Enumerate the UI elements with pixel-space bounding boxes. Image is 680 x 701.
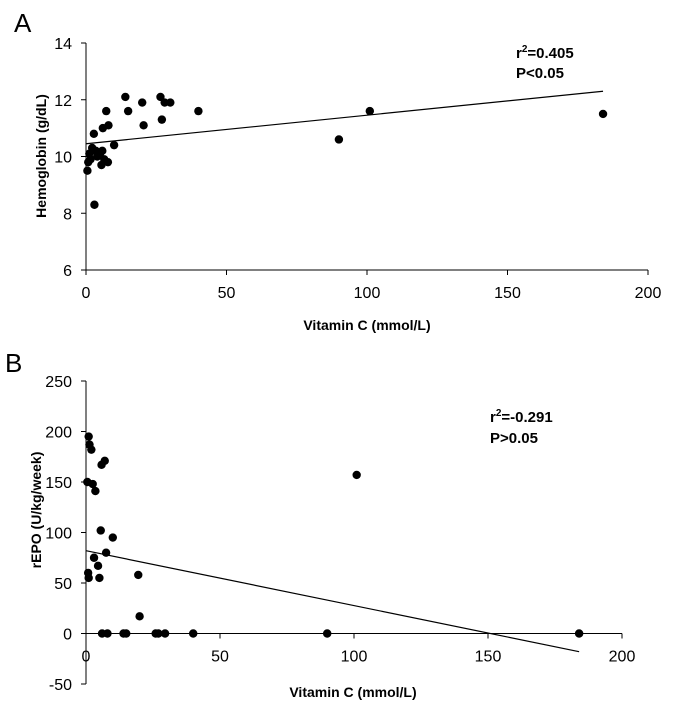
panel-b-y-tick-label: 50: [54, 576, 72, 593]
panel-a-data-point: [123, 106, 133, 116]
panel-b-r-exp: 2: [496, 408, 502, 419]
panel-a-r-squared: r2=0.405: [516, 44, 574, 62]
panel-b-trendline: [85, 550, 580, 653]
panel-b-data-point: [108, 533, 118, 542]
panel-b-data-point: [103, 629, 112, 638]
panel-a-data-point: [103, 157, 113, 167]
panel-a-data-point: [86, 155, 95, 164]
panel-b-data-point: [154, 629, 163, 638]
panel-a-data-point: [121, 92, 130, 102]
panel-b-data-point: [101, 548, 111, 557]
panel-b-y-tick-label: 250: [45, 374, 72, 391]
panel-a-x-tick-label: 50: [218, 285, 236, 302]
panel-b-points: [83, 432, 584, 638]
panel-a-x-tick-label: 200: [635, 285, 662, 302]
panel-a-axes: 6 8 10 12 14 0 50 100 150 200: [54, 36, 661, 302]
panel-b-y-tick-label: 200: [45, 425, 72, 442]
panel-b-x-tick-label: 100: [341, 649, 368, 666]
panel-a-y-tick-label: 6: [63, 263, 72, 280]
panel-a-trendline: [85, 90, 604, 145]
panel-a-data-point: [138, 98, 147, 107]
panel-b-x-tick-label: 50: [211, 649, 229, 666]
panel-b-letter: B: [5, 348, 22, 378]
panel-b-y-tick-label: 100: [45, 526, 72, 543]
panel-a-hemoglobin: A 6 8 10 12 14 0 50 100 150 200 Vitamin C (mmol/L…: [14, 8, 661, 333]
panel-a-data-point: [157, 115, 167, 124]
panel-b-r-prefix: r: [490, 409, 496, 426]
panel-b-data-point: [88, 479, 97, 489]
panel-b-repo: B -50 0 50 100 150 200 250 0 50 100 150 200 Vitamin…: [5, 348, 635, 700]
panel-b-data-point: [96, 526, 105, 535]
panel-a-data-point: [166, 98, 175, 107]
panel-b-data-point: [84, 432, 93, 441]
panel-b-r-value: =-0.291: [501, 409, 552, 426]
panel-a-data-point: [598, 109, 608, 119]
panel-a-y-axis-label: Hemoglobin (g/dL): [33, 94, 49, 218]
panel-b-data-point: [89, 553, 99, 562]
panel-b-p-value: P>0.05: [490, 430, 538, 447]
panel-a-data-point: [334, 135, 344, 144]
panel-a-p-value: P<0.05: [516, 65, 564, 82]
panel-a-data-point: [89, 129, 99, 138]
panel-a-x-tick-label: 0: [82, 285, 91, 302]
panel-a-data-point: [98, 146, 107, 156]
panel-b-r-squared: r2=-0.291: [490, 408, 553, 426]
panel-a-x-axis-label: Vitamin C (mmol/L): [303, 317, 430, 333]
panel-b-y-tick-label: 0: [63, 627, 72, 644]
panel-a-letter: A: [14, 8, 32, 38]
panel-b-data-point: [135, 612, 144, 621]
panel-b-data-point: [84, 573, 93, 583]
panel-a-x-tick-label: 100: [354, 285, 381, 302]
panel-b-data-point: [574, 629, 584, 638]
panel-b-data-point: [91, 486, 100, 496]
panel-b-data-point: [352, 470, 361, 480]
panel-b-data-point: [323, 629, 332, 638]
panel-a-data-point: [90, 200, 99, 209]
panel-b-y-axis-label: rEPO (U/kg/week): [28, 452, 44, 569]
panel-a-data-point: [102, 106, 111, 116]
panel-a-data-point: [83, 166, 92, 175]
panel-b-x-tick-label: 150: [475, 649, 502, 666]
panel-b-data-point: [95, 573, 104, 583]
panel-b-data-point: [134, 570, 143, 580]
panel-b-x-tick-label: 200: [609, 649, 636, 666]
panel-a-y-tick-label: 10: [54, 150, 72, 167]
panel-a-y-tick-label: 14: [54, 36, 72, 53]
panel-a-points: [83, 92, 608, 209]
panel-a-r-prefix: r: [516, 45, 522, 62]
panel-b-data-point: [122, 629, 131, 638]
panel-a-data-point: [194, 106, 203, 116]
panel-b-y-tick-label: 150: [45, 475, 72, 492]
panel-a-data-point: [104, 121, 113, 130]
panel-b-data-point: [93, 561, 103, 571]
panel-a-data-point: [139, 121, 148, 130]
panel-a-r-value: =0.405: [527, 45, 573, 62]
panel-b-data-point: [160, 629, 170, 638]
panel-b-data-point: [100, 456, 109, 465]
panel-a-data-point: [109, 140, 119, 150]
panel-a-x-tick-label: 150: [494, 285, 521, 302]
panel-a-y-tick-label: 12: [54, 93, 72, 110]
panel-b-data-point: [189, 629, 198, 638]
panel-b-x-tick-label: 0: [82, 649, 91, 666]
panel-a-data-point: [365, 106, 375, 116]
panel-a-y-tick-label: 8: [63, 206, 72, 223]
panel-a-r-exp: 2: [522, 44, 528, 55]
panel-b-y-tick-label: -50: [49, 677, 72, 694]
panel-b-data-point: [87, 445, 96, 454]
panel-b-x-axis-label: Vitamin C (mmol/L): [289, 684, 416, 700]
panel-b-axes: -50 0 50 100 150 200 250 0 50 100 150 200: [45, 374, 635, 694]
